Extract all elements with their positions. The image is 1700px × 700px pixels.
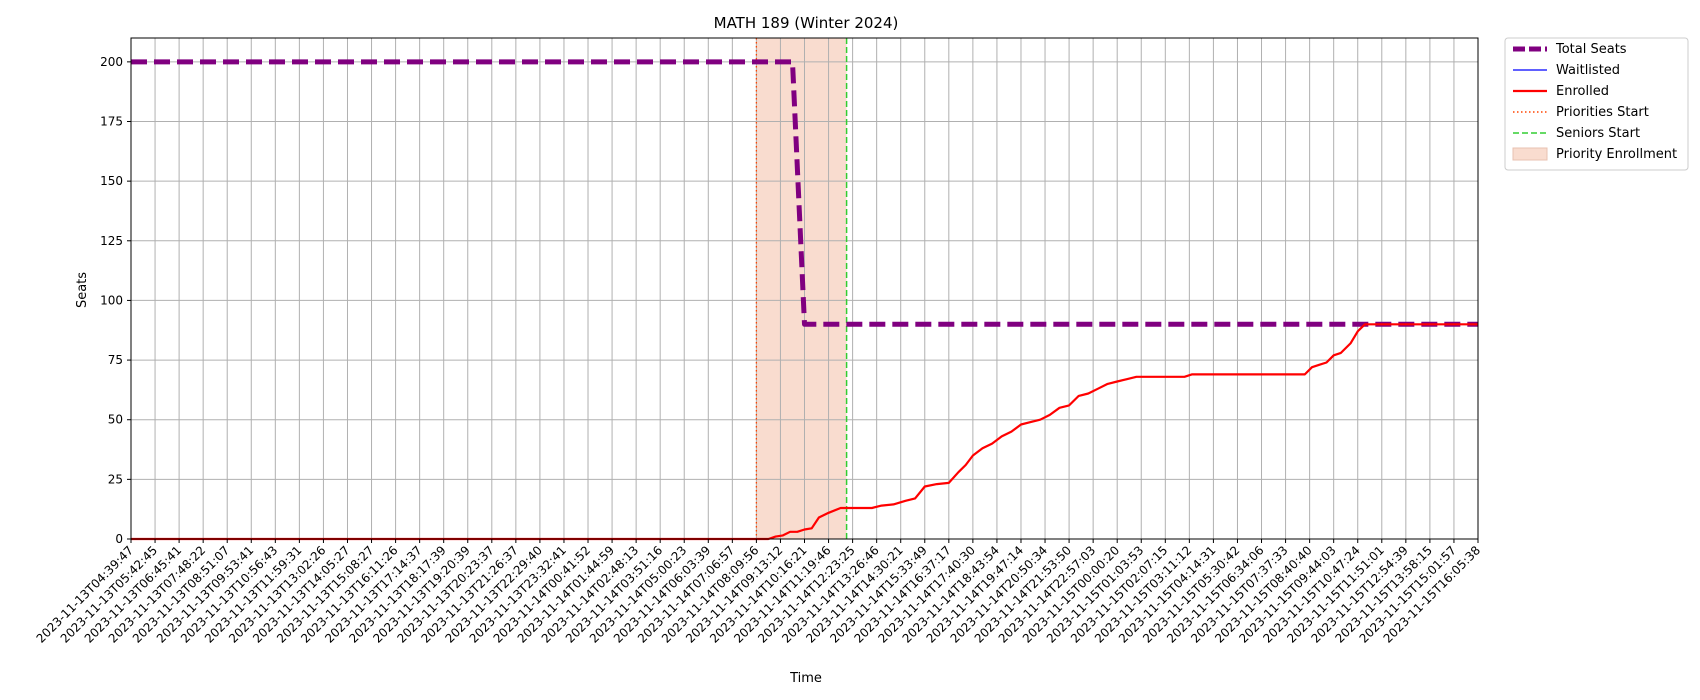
y-tick-label: 100 bbox=[100, 293, 123, 307]
legend-box bbox=[1504, 37, 1689, 171]
legend-label-waitlisted: Waitlisted bbox=[1556, 63, 1620, 78]
y-tick-label: 25 bbox=[108, 472, 123, 486]
legend: Total Seats Waitlisted Enrolled Priorities … bbox=[1504, 37, 1689, 171]
legend-swatch-priority-enrollment bbox=[1512, 147, 1548, 161]
series-line-total-seats bbox=[131, 59, 1478, 327]
y-tick-label: 150 bbox=[100, 174, 123, 188]
y-tick-label: 125 bbox=[100, 234, 123, 248]
y-tick-label: 175 bbox=[100, 115, 123, 129]
y-tick-label: 200 bbox=[100, 55, 123, 69]
y-tick-label: 50 bbox=[108, 413, 123, 427]
legend-label-seniors-start: Seniors Start bbox=[1556, 126, 1640, 141]
y-tick-label: 75 bbox=[108, 353, 123, 367]
y-axis-title: Seats bbox=[75, 272, 90, 308]
legend-label-total-seats: Total Seats bbox=[1555, 42, 1627, 57]
plot-area: 02550751001251501752002023-11-13T04:39:4… bbox=[34, 37, 1483, 646]
legend-label-priorities-start: Priorities Start bbox=[1556, 105, 1649, 120]
y-tick-label: 0 bbox=[115, 532, 123, 546]
series-line-enrolled bbox=[131, 323, 1478, 541]
x-axis-title: Time bbox=[789, 671, 822, 686]
chart-title: MATH 189 (Winter 2024) bbox=[714, 14, 899, 32]
legend-label-priority-enrollment: Priority Enrollment bbox=[1556, 147, 1677, 162]
legend-label-enrolled: Enrolled bbox=[1556, 84, 1609, 99]
